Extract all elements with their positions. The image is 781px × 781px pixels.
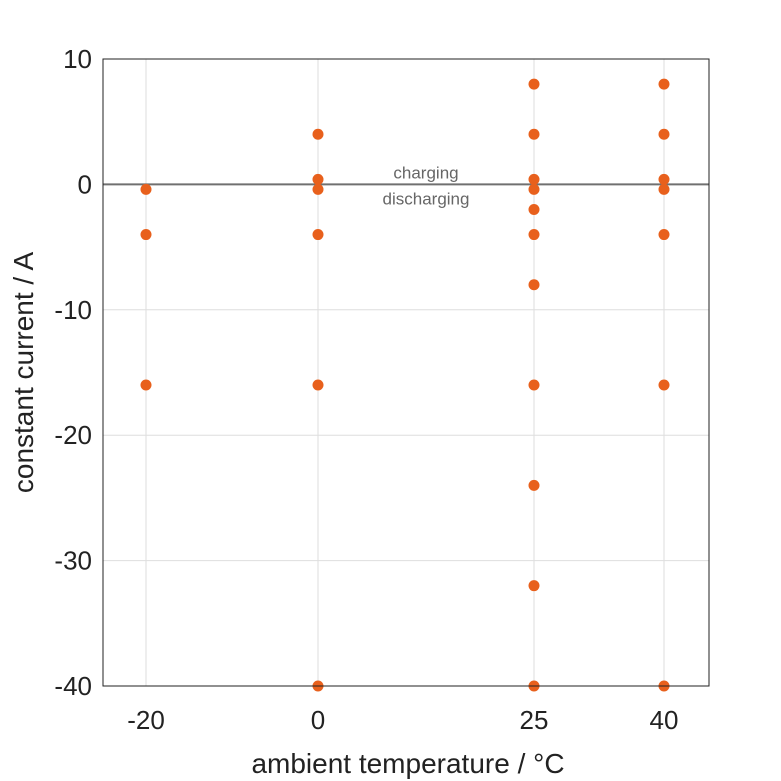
y-axis-tick-labels: 10 0 -10 -20 -30 -40	[54, 44, 92, 701]
data-point	[528, 203, 540, 215]
y-tick-label: -30	[54, 546, 92, 576]
data-point	[140, 229, 152, 241]
data-point	[658, 183, 670, 195]
annotation-discharging: discharging	[383, 189, 470, 208]
x-tick-label-0: 0	[311, 705, 325, 735]
data-point	[528, 379, 540, 391]
data-point	[140, 183, 152, 195]
data-points	[140, 78, 670, 692]
annotations: charging discharging	[383, 163, 470, 208]
data-point	[658, 128, 670, 140]
x-tick-label-minus-20: -20	[127, 705, 165, 735]
data-point	[312, 183, 324, 195]
data-point	[312, 173, 324, 185]
y-tick-label: -20	[54, 420, 92, 450]
data-point	[528, 479, 540, 491]
plot-area-frame	[102, 58, 710, 687]
data-point	[658, 173, 670, 185]
data-point	[658, 78, 670, 90]
x-axis-tick-labels: -20 0 25 40	[127, 705, 678, 735]
y-tick-label: 0	[78, 169, 92, 199]
data-point	[528, 279, 540, 291]
y-tick-label: -40	[54, 671, 92, 701]
y-tick-label: -10	[54, 295, 92, 325]
data-point	[528, 173, 540, 185]
y-axis-title: constant current / A	[8, 252, 39, 494]
data-point	[312, 229, 324, 241]
data-point	[140, 379, 152, 391]
data-point	[312, 128, 324, 140]
data-point	[528, 78, 540, 90]
data-point	[658, 379, 670, 391]
data-point	[658, 229, 670, 241]
data-point	[528, 580, 540, 592]
annotation-charging: charging	[393, 163, 458, 182]
x-tick-label-40: 40	[650, 705, 679, 735]
data-point	[528, 229, 540, 241]
x-tick-label-25: 25	[520, 705, 549, 735]
y-tick-label: 10	[63, 44, 92, 74]
data-point	[312, 379, 324, 391]
data-point	[528, 128, 540, 140]
x-axis-title: ambient temperature / °C	[251, 748, 564, 779]
data-point	[528, 183, 540, 195]
